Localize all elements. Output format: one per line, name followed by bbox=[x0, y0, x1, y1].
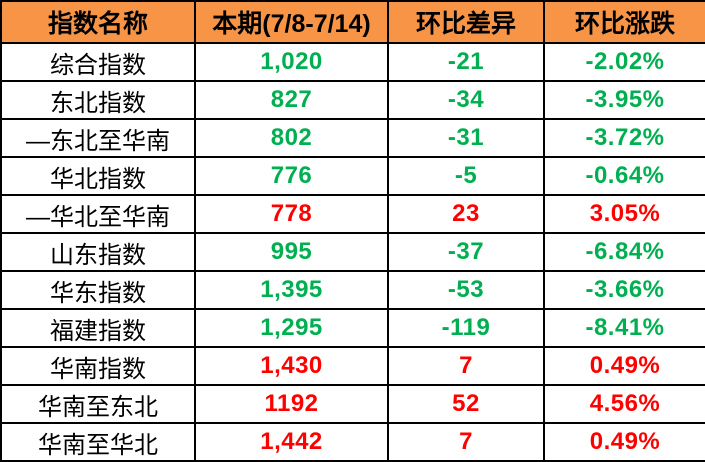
pct-change-cell: 0.49% bbox=[543, 346, 705, 386]
index-name-cell: 福建指数 bbox=[0, 308, 196, 348]
pct-change-cell: -6.84% bbox=[543, 232, 705, 272]
index-name-cell: 综合指数 bbox=[0, 42, 196, 82]
current-value-cell: 1,442 bbox=[194, 422, 389, 462]
index-name-cell: 华南至东北 bbox=[0, 384, 196, 424]
col-header-period-change: 环比涨跌 bbox=[543, 0, 705, 44]
col-header-index-name: 指数名称 bbox=[0, 0, 196, 44]
index-name-cell: —东北至华南 bbox=[0, 118, 196, 158]
pct-change-cell: 3.05% bbox=[543, 194, 705, 234]
current-value-cell: 802 bbox=[194, 118, 389, 158]
pct-change-cell: -8.41% bbox=[543, 308, 705, 348]
diff-value-cell: 7 bbox=[387, 346, 545, 386]
diff-value-cell: -21 bbox=[387, 42, 545, 82]
pct-change-cell: -0.64% bbox=[543, 156, 705, 196]
table-row: 华南至华北 1,442 7 0.49% bbox=[0, 422, 705, 462]
diff-value-cell: -37 bbox=[387, 232, 545, 272]
col-header-current-period: 本期(7/8-7/14) bbox=[194, 0, 389, 44]
table-row: 东北指数 827 -34 -3.95% bbox=[0, 80, 705, 120]
diff-value-cell: -119 bbox=[387, 308, 545, 348]
diff-value-cell: -53 bbox=[387, 270, 545, 310]
diff-value-cell: -34 bbox=[387, 80, 545, 120]
index-name-cell: —华北至华南 bbox=[0, 194, 196, 234]
current-value-cell: 1192 bbox=[194, 384, 389, 424]
pct-change-cell: 4.56% bbox=[543, 384, 705, 424]
current-value-cell: 1,395 bbox=[194, 270, 389, 310]
diff-value-cell: 7 bbox=[387, 422, 545, 462]
table-row: 福建指数 1,295 -119 -8.41% bbox=[0, 308, 705, 348]
index-name-cell: 华南至华北 bbox=[0, 422, 196, 462]
table-row: 华南指数 1,430 7 0.49% bbox=[0, 346, 705, 386]
index-name-cell: 华北指数 bbox=[0, 156, 196, 196]
table-row: 华南至东北 1192 52 4.56% bbox=[0, 384, 705, 424]
current-value-cell: 1,295 bbox=[194, 308, 389, 348]
pct-change-cell: -3.72% bbox=[543, 118, 705, 158]
pct-change-cell: -3.95% bbox=[543, 80, 705, 120]
current-value-cell: 1,430 bbox=[194, 346, 389, 386]
current-value-cell: 827 bbox=[194, 80, 389, 120]
table-body: 综合指数 1,020 -21 -2.02% 东北指数 827 -34 -3.95% —东北至华南… bbox=[0, 42, 705, 462]
index-name-cell: 华南指数 bbox=[0, 346, 196, 386]
table-row: 综合指数 1,020 -21 -2.02% bbox=[0, 42, 705, 82]
current-value-cell: 995 bbox=[194, 232, 389, 272]
table-row: 华东指数 1,395 -53 -3.66% bbox=[0, 270, 705, 310]
index-name-cell: 东北指数 bbox=[0, 80, 196, 120]
diff-value-cell: -31 bbox=[387, 118, 545, 158]
index-name-cell: 华东指数 bbox=[0, 270, 196, 310]
current-value-cell: 776 bbox=[194, 156, 389, 196]
diff-value-cell: -5 bbox=[387, 156, 545, 196]
table-header-row: 指数名称 本期(7/8-7/14) 环比差异 环比涨跌 bbox=[0, 0, 705, 44]
current-value-cell: 1,020 bbox=[194, 42, 389, 82]
col-header-period-diff: 环比差异 bbox=[387, 0, 545, 44]
diff-value-cell: 23 bbox=[387, 194, 545, 234]
table-row: 华北指数 776 -5 -0.64% bbox=[0, 156, 705, 196]
diff-value-cell: 52 bbox=[387, 384, 545, 424]
current-value-cell: 778 bbox=[194, 194, 389, 234]
index-name-cell: 山东指数 bbox=[0, 232, 196, 272]
pct-change-cell: -3.66% bbox=[543, 270, 705, 310]
table-row: —华北至华南 778 23 3.05% bbox=[0, 194, 705, 234]
table-row: 山东指数 995 -37 -6.84% bbox=[0, 232, 705, 272]
pct-change-cell: 0.49% bbox=[543, 422, 705, 462]
table-row: —东北至华南 802 -31 -3.72% bbox=[0, 118, 705, 158]
pct-change-cell: -2.02% bbox=[543, 42, 705, 82]
